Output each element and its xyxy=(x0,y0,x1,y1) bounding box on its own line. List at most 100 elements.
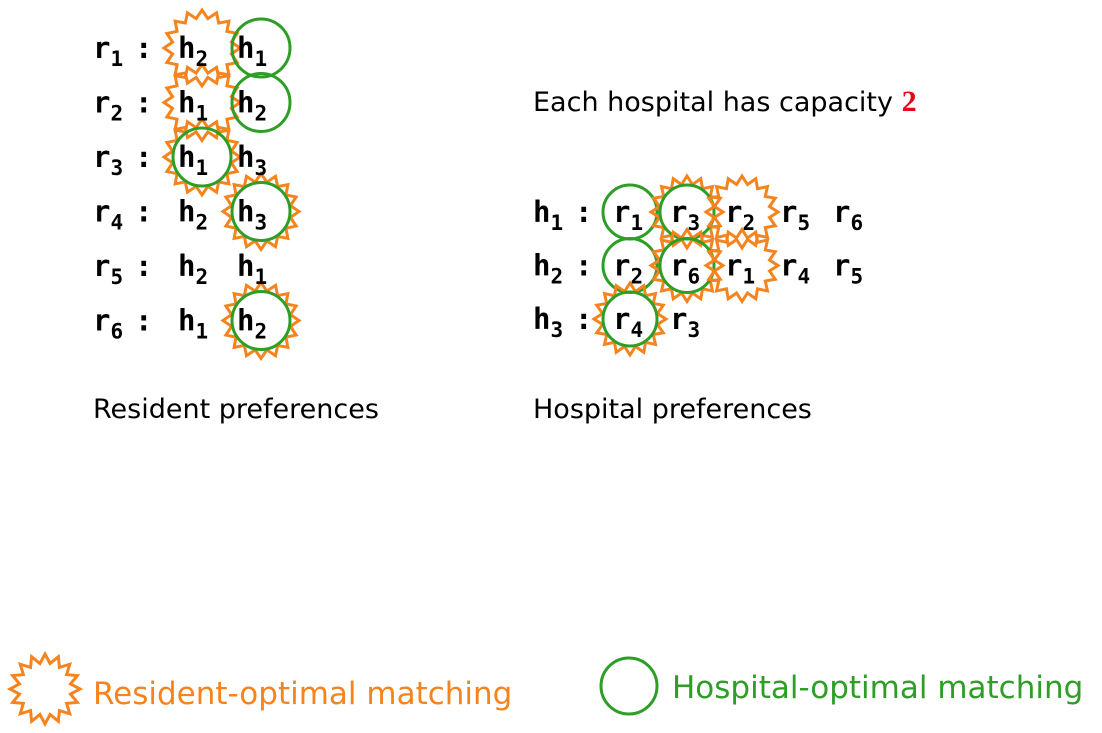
hospital-optimal-circle-icon xyxy=(599,656,659,716)
capacity-text: Each hospital has capacity 2 xyxy=(533,85,917,118)
row-name: r xyxy=(93,86,110,120)
hospital-pref-entry-letter: r xyxy=(725,249,742,283)
resident-row-label: r1 xyxy=(93,31,123,71)
hospital-row-label: h2 xyxy=(533,249,563,289)
resident-pref-entry-subscript: 2 xyxy=(195,211,208,235)
resident-pref-entry: h1 xyxy=(178,140,208,180)
resident-pref-entry: h3 xyxy=(237,195,267,235)
hospital-pref-entry-subscript: 3 xyxy=(687,211,700,235)
hospital-optimal-circle-icon xyxy=(230,17,292,79)
resident-row: r1: h2 h1 xyxy=(93,31,267,71)
resident-pref-entry-subscript: 1 xyxy=(254,265,267,289)
separator: : xyxy=(135,86,152,120)
resident-pref-entry-subscript: 3 xyxy=(254,211,267,235)
resident-optimal-star-icon xyxy=(161,116,243,198)
hospital-row: h2: r2 r6 r1 r4 r5 xyxy=(533,249,863,289)
hospital-pref-entry-letter: r xyxy=(780,249,797,283)
hospital-optimal-circle-icon xyxy=(601,290,659,348)
capacity-value: 2 xyxy=(902,85,917,118)
resident-matching-marks xyxy=(161,7,302,362)
hospital-pref-entry-letter: r xyxy=(670,249,687,283)
row-subscript: 3 xyxy=(110,156,123,180)
row-subscript: 1 xyxy=(110,47,123,71)
resident-preferences-caption: Resident preferences xyxy=(93,394,379,425)
resident-optimal-star-icon xyxy=(591,280,669,358)
resident-optimal-star-icon xyxy=(220,170,302,253)
row-name: r xyxy=(93,249,110,283)
hospital-optimal-circle-icon xyxy=(230,181,292,242)
resident-pref-entry-letter: h xyxy=(178,31,195,65)
resident-pref-entry: h1 xyxy=(237,249,267,289)
resident-optimal-star-shape xyxy=(6,650,84,728)
row-subscript: 5 xyxy=(110,265,123,289)
resident-pref-entry-letter: h xyxy=(237,86,254,120)
hospital-pref-entry-subscript: 3 xyxy=(687,318,700,342)
row-name: h xyxy=(533,302,550,336)
hospital-pref-entry: r4 xyxy=(613,302,643,342)
hospital-pref-entry-subscript: 4 xyxy=(630,318,643,342)
row-name: h xyxy=(533,195,550,229)
resident-pref-entry-subscript: 2 xyxy=(195,265,208,289)
hospital-pref-entry: r5 xyxy=(833,249,863,289)
resident-pref-entry: h2 xyxy=(178,31,208,71)
hospital-pref-entry: r3 xyxy=(670,195,700,235)
resident-row: r2: h1 h2 xyxy=(93,86,267,126)
resident-pref-entry: h2 xyxy=(237,304,267,344)
resident-optimal-legend-label: Resident-optimal matching xyxy=(93,676,512,712)
hospital-optimal-circle-icon xyxy=(230,290,292,351)
hospital-pref-entry: r2 xyxy=(725,195,755,235)
hospital-pref-entry-subscript: 2 xyxy=(630,265,643,289)
resident-pref-entry-letter: h xyxy=(178,195,195,229)
hospital-pref-entry-subscript: 1 xyxy=(630,211,643,235)
row-subscript: 2 xyxy=(550,265,563,289)
resident-pref-entry-letter: h xyxy=(237,140,254,174)
hospital-pref-entry: r1 xyxy=(613,195,643,235)
row-name: r xyxy=(93,195,110,229)
resident-pref-entry-letter: h xyxy=(178,304,195,338)
hospital-pref-entry-letter: r xyxy=(670,195,687,229)
resident-row-label: r2 xyxy=(93,86,123,126)
separator: : xyxy=(135,195,152,229)
separator: : xyxy=(575,195,592,229)
hospital-row-label: h1 xyxy=(533,195,563,235)
resident-pref-entry: h1 xyxy=(237,31,267,71)
hospital-optimal-circle-icon xyxy=(658,237,716,294)
hospital-pref-entry-subscript: 6 xyxy=(687,265,700,289)
hospital-preferences-caption: Hospital preferences xyxy=(533,394,812,425)
row-subscript: 3 xyxy=(550,318,563,342)
hospital-pref-entry: r6 xyxy=(670,249,700,289)
resident-pref-entry-subscript: 1 xyxy=(195,156,208,180)
resident-optimal-star-icon xyxy=(220,279,302,362)
row-subscript: 6 xyxy=(110,320,123,344)
hospital-pref-entry: r3 xyxy=(670,302,700,342)
resident-optimal-star-icon xyxy=(161,61,243,144)
hospital-row-label: h3 xyxy=(533,302,563,342)
separator: : xyxy=(135,140,152,174)
resident-pref-entry-subscript: 2 xyxy=(254,320,267,344)
resident-pref-entry-subscript: 1 xyxy=(195,320,208,344)
hospital-pref-entry-letter: r xyxy=(613,302,630,336)
row-name: r xyxy=(93,31,110,65)
resident-pref-entry-subscript: 3 xyxy=(254,156,267,180)
resident-row-label: r6 xyxy=(93,304,123,344)
resident-pref-entry: h2 xyxy=(178,195,208,235)
resident-pref-entry-letter: h xyxy=(178,140,195,174)
resident-pref-entry: h3 xyxy=(237,140,267,180)
resident-row: r5: h2 h1 xyxy=(93,249,267,289)
hospital-pref-entry-subscript: 2 xyxy=(742,211,755,235)
resident-row: r4: h2 h3 xyxy=(93,195,267,235)
hospital-row: h1: r1 r3 r2 r5 r6 xyxy=(533,195,863,235)
legend: Resident-optimal matching Hospital-optim… xyxy=(6,650,1083,728)
hospital-pref-entry-letter: r xyxy=(833,249,850,283)
resident-row: r3: h1 h3 xyxy=(93,140,267,180)
hospital-matching-marks xyxy=(591,173,781,358)
resident-pref-entry: h1 xyxy=(178,86,208,126)
hospital-pref-entry: r6 xyxy=(833,195,863,235)
hospital-pref-entry-subscript: 6 xyxy=(850,211,863,235)
resident-pref-entry: h2 xyxy=(237,86,267,126)
hospital-pref-entry-letter: r xyxy=(833,195,850,229)
hospital-optimal-legend-label: Hospital-optimal matching xyxy=(672,670,1083,706)
